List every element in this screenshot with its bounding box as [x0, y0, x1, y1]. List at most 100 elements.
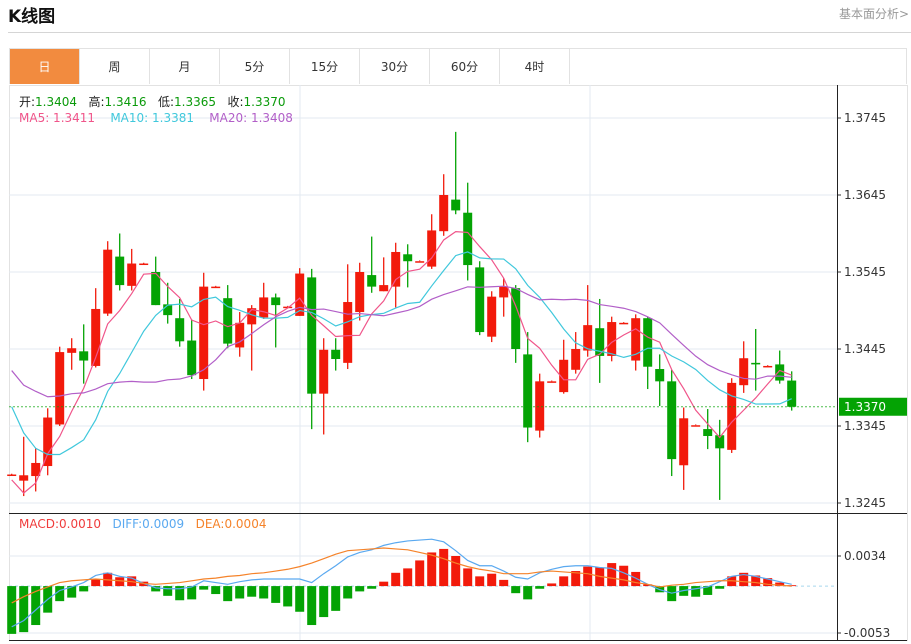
macd-bar [7, 586, 17, 634]
candle [559, 339, 569, 394]
candle-body [751, 362, 761, 365]
macd-bar [319, 586, 329, 618]
candle-body [547, 381, 557, 383]
y-tick-label: 1.3445 [844, 342, 886, 356]
candle-body [715, 435, 725, 449]
candle [667, 369, 677, 477]
candle-body [631, 318, 641, 361]
candle [127, 248, 137, 291]
ma5-value: MA5: 1.3411 [19, 111, 96, 125]
macd-bar [439, 548, 449, 587]
ma20-line [11, 285, 792, 398]
candle [499, 278, 509, 317]
macd-bar [643, 584, 653, 587]
candle [415, 260, 425, 263]
tab-month[interactable]: 月 [150, 49, 220, 84]
tab-week[interactable]: 周 [80, 49, 150, 84]
candle [631, 314, 641, 371]
candle [307, 268, 317, 430]
candle [379, 257, 389, 292]
macd-bar [511, 586, 521, 594]
candle-body [43, 417, 53, 467]
candle-body [775, 364, 785, 381]
tab-4hour[interactable]: 4时 [500, 49, 570, 84]
candle [163, 282, 173, 324]
candle-body [151, 272, 161, 306]
candle [691, 424, 701, 427]
header-divider [8, 32, 911, 33]
macd-bar [547, 583, 557, 587]
macd-bar [67, 586, 77, 598]
candle-body [583, 325, 593, 351]
macd-y-tick-label: -0.0053 [844, 626, 890, 640]
macd-bar [151, 586, 161, 592]
tab-day[interactable]: 日 [10, 49, 80, 84]
candle-body [211, 286, 221, 289]
macd-bar [703, 586, 713, 595]
candle-body [415, 261, 425, 263]
candle [19, 436, 29, 497]
ma5-line [11, 231, 792, 494]
candle-body [235, 322, 245, 348]
candle-body [187, 340, 197, 376]
y-tick-label: 1.3345 [844, 419, 886, 433]
macd-bar [211, 586, 221, 595]
macd-bar [271, 586, 281, 603]
fundamental-analysis-link[interactable]: 基本面分析> [838, 7, 909, 21]
macd-bar [295, 586, 305, 612]
candle [535, 373, 545, 438]
macd-bar [403, 568, 413, 587]
tab-30min[interactable]: 30分 [360, 49, 430, 84]
candle [319, 338, 329, 435]
dea-line [11, 547, 792, 604]
candle-body [271, 297, 281, 306]
macd-bar [223, 586, 233, 602]
candle [43, 408, 53, 476]
tab-15min[interactable]: 15分 [290, 49, 360, 84]
macd-bar [175, 586, 185, 601]
open-value: 1.3404 [35, 95, 78, 109]
candle-body [7, 474, 17, 477]
candle-body [763, 365, 773, 368]
macd-bar [31, 586, 41, 626]
candle-body [655, 369, 665, 382]
candle [523, 332, 533, 443]
candle [175, 298, 185, 347]
candle-body [79, 351, 89, 361]
tab-5min[interactable]: 5分 [220, 49, 290, 84]
macd-bar [523, 586, 533, 600]
candle-body [427, 230, 437, 267]
macd-y-tick-label: 0.0034 [844, 549, 886, 563]
candle [595, 298, 605, 383]
high-label: 高: [88, 95, 105, 109]
macd-bar [367, 586, 377, 589]
macd-bar [379, 581, 389, 587]
macd-bar [331, 586, 341, 611]
last-price-label: 1.3370 [844, 400, 886, 414]
candle [331, 338, 341, 371]
candle [571, 332, 581, 374]
candle [367, 236, 377, 293]
macd-bar [115, 577, 125, 587]
y-tick-label: 1.3645 [844, 188, 886, 202]
candle-body [223, 298, 233, 344]
candle-body [175, 318, 185, 342]
tab-60min[interactable]: 60分 [430, 49, 500, 84]
candle [7, 473, 17, 477]
candle [727, 378, 737, 453]
candle [343, 264, 353, 370]
candle-body [367, 275, 377, 287]
macd-bar [355, 586, 365, 592]
candle [643, 316, 653, 390]
macd-bar [775, 582, 785, 587]
candle-body [607, 322, 617, 356]
macd-bar [427, 552, 437, 587]
macd-bar [199, 586, 209, 590]
candle-body [163, 304, 173, 316]
ma20-value: MA20: 1.3408 [209, 111, 293, 125]
candle-body [787, 380, 797, 407]
candle-body [139, 263, 149, 266]
candle [463, 182, 473, 281]
candle-body [559, 359, 569, 393]
